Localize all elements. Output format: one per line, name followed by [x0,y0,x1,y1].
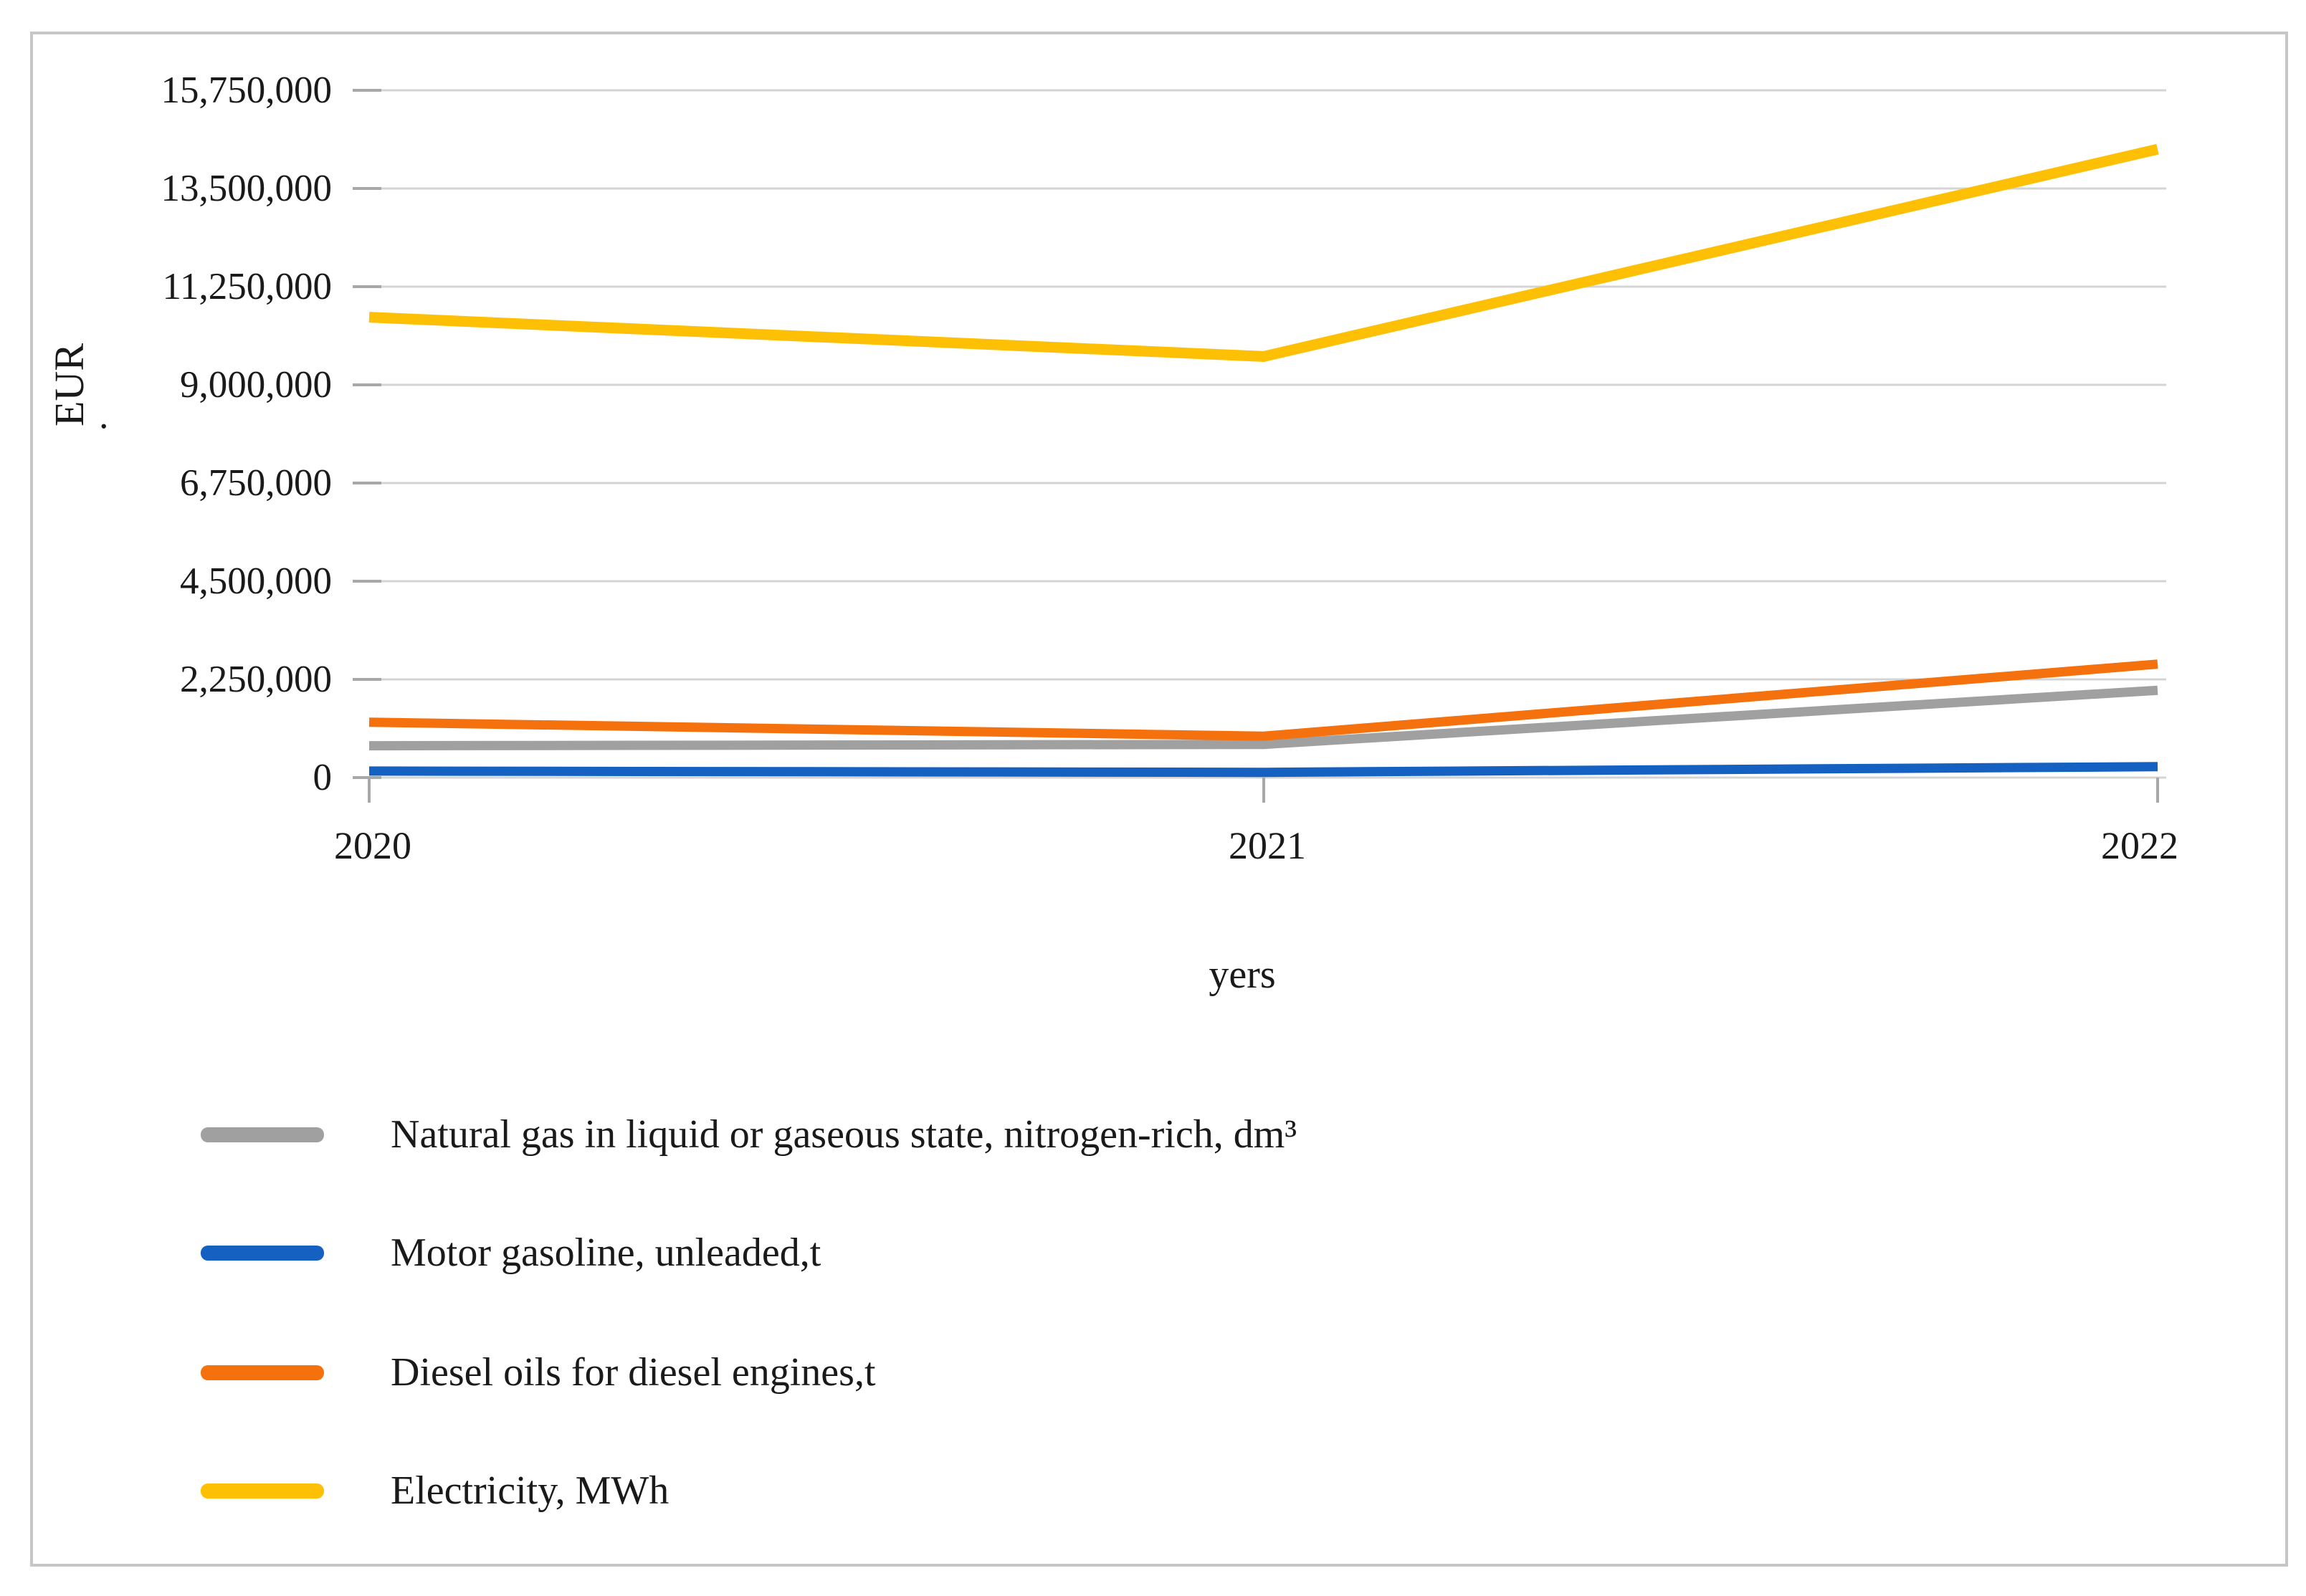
y-axis-title-dot: . [99,393,109,436]
y-tick-label: 13,500,000 [161,168,333,209]
y-tick-label: 4,500,000 [180,560,332,602]
legend-swatch [201,1127,324,1142]
series-line-3 [368,659,2158,741]
legend-label: Motor gasoline, unleaded,t [391,1231,821,1275]
y-axis-title: EUR [46,343,92,426]
legend-swatch [201,1246,324,1261]
series-line-1 [368,685,2158,751]
y-tick-label: 9,000,000 [180,364,332,406]
x-tick-label: 2021 [1229,824,1306,867]
y-tick-label: 6,750,000 [180,462,332,504]
legend-swatch [201,1483,324,1499]
legend-label: Diesel oils for diesel engines,t [391,1350,876,1395]
y-tick-label: 2,250,000 [180,659,332,700]
series-line-4 [368,143,2159,362]
x-tick-label: 2022 [2101,824,2178,867]
legend-label: Natural gas in liquid or gaseous state, … [391,1112,1297,1157]
y-tick-label: 11,250,000 [162,266,332,307]
x-axis-title: yers [1209,952,1276,997]
series-line-2 [368,762,2158,778]
legend-swatch [201,1365,324,1380]
y-tick-label: 0 [313,757,333,798]
x-tick-label: 2020 [334,824,411,867]
legend-label: Electricity, MWh [391,1468,670,1513]
y-tick-label: 15,750,000 [161,70,333,111]
